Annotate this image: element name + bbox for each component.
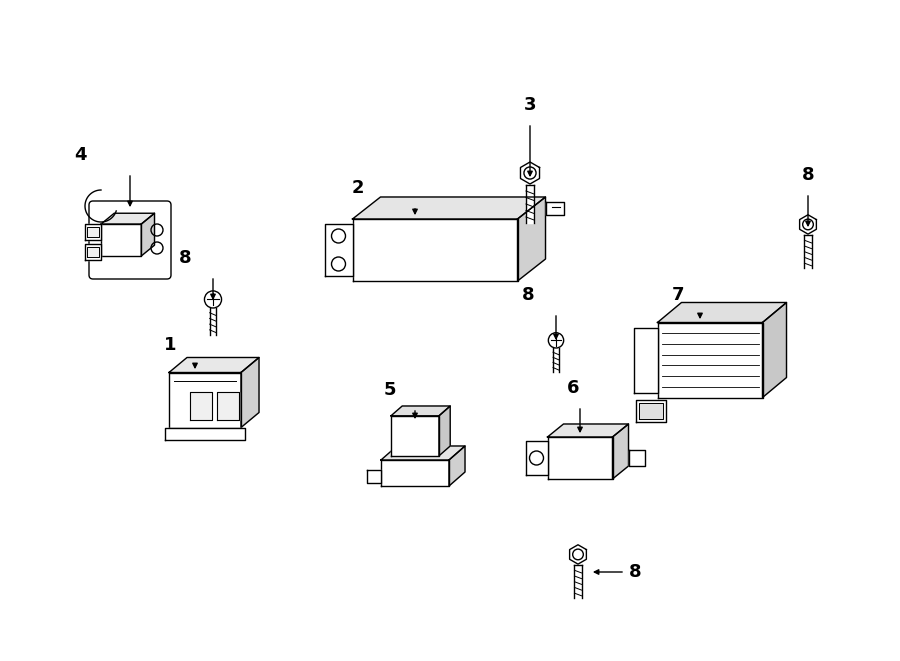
Polygon shape <box>190 391 212 420</box>
Polygon shape <box>381 460 449 486</box>
Text: 1: 1 <box>164 336 176 354</box>
Polygon shape <box>439 406 450 456</box>
Polygon shape <box>217 391 239 420</box>
Text: 3: 3 <box>524 96 536 114</box>
Text: 5: 5 <box>383 381 396 399</box>
Polygon shape <box>570 545 587 564</box>
Text: 8: 8 <box>629 563 642 581</box>
Polygon shape <box>799 215 816 234</box>
Polygon shape <box>520 162 539 184</box>
Polygon shape <box>165 428 245 440</box>
Polygon shape <box>101 214 155 224</box>
Polygon shape <box>635 399 665 422</box>
Polygon shape <box>613 424 628 479</box>
Polygon shape <box>241 358 259 428</box>
Text: 8: 8 <box>802 166 814 184</box>
Polygon shape <box>553 348 559 371</box>
Polygon shape <box>634 327 658 393</box>
Polygon shape <box>574 565 581 598</box>
Polygon shape <box>526 441 547 475</box>
Polygon shape <box>391 406 450 416</box>
Polygon shape <box>545 202 563 215</box>
Polygon shape <box>526 185 534 223</box>
Text: 7: 7 <box>671 286 684 304</box>
Polygon shape <box>85 224 101 240</box>
Polygon shape <box>547 437 613 479</box>
Text: 6: 6 <box>567 379 580 397</box>
Polygon shape <box>449 446 465 486</box>
Polygon shape <box>628 450 644 466</box>
Polygon shape <box>141 214 155 256</box>
Circle shape <box>548 332 563 348</box>
Polygon shape <box>169 373 241 428</box>
Polygon shape <box>658 323 762 397</box>
Polygon shape <box>210 308 216 334</box>
Text: 8: 8 <box>522 286 535 304</box>
Polygon shape <box>353 197 545 219</box>
Polygon shape <box>638 403 662 418</box>
Polygon shape <box>85 244 101 260</box>
Text: 8: 8 <box>179 249 192 267</box>
Polygon shape <box>101 224 141 256</box>
FancyBboxPatch shape <box>89 201 171 279</box>
Text: 4: 4 <box>74 146 86 164</box>
Polygon shape <box>87 247 99 257</box>
Polygon shape <box>325 224 353 276</box>
Circle shape <box>204 291 221 308</box>
Polygon shape <box>169 358 259 373</box>
Polygon shape <box>353 219 518 281</box>
Polygon shape <box>658 303 787 323</box>
Polygon shape <box>87 227 99 237</box>
Polygon shape <box>518 197 545 281</box>
Polygon shape <box>367 470 381 483</box>
Polygon shape <box>547 424 628 437</box>
Text: 2: 2 <box>352 179 365 197</box>
Polygon shape <box>381 446 465 460</box>
Polygon shape <box>762 303 787 397</box>
Polygon shape <box>391 416 439 456</box>
Polygon shape <box>805 235 812 268</box>
